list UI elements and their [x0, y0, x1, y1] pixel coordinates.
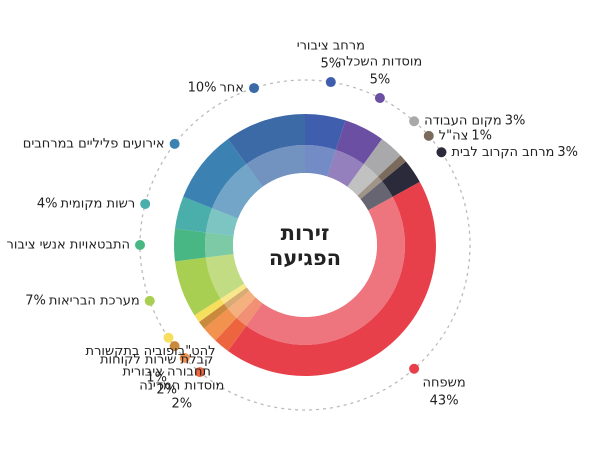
value-label: 5%	[320, 57, 341, 72]
category-label: התבטאויות אנשי ציבור	[7, 238, 131, 253]
segment-inner	[357, 176, 383, 200]
segment-inner	[236, 297, 263, 326]
label-dot	[249, 83, 260, 94]
value-label: 2%	[156, 382, 177, 397]
segment-inner	[327, 149, 364, 187]
segment	[175, 257, 221, 316]
segment-inner	[305, 145, 336, 177]
label-dot	[194, 367, 205, 378]
category-label: מרחב הקרוב לבית	[451, 145, 554, 160]
label-dot	[135, 240, 145, 250]
label-dot	[163, 332, 174, 343]
segment-inner	[227, 290, 256, 318]
segment	[175, 196, 213, 233]
label-dot	[169, 138, 180, 149]
segment-inner	[204, 232, 234, 258]
label-dot	[179, 352, 190, 363]
segment	[305, 114, 346, 150]
category-label: רשות מקומית	[61, 196, 136, 211]
segment-inner	[212, 164, 263, 219]
segment-inner	[246, 196, 405, 345]
category-label: להט"בופוביה בתקשורת	[86, 344, 216, 359]
category-label: אחר	[219, 81, 244, 96]
value-label: 1%	[146, 371, 167, 386]
category-label: תחבורה ציבורית	[122, 364, 211, 379]
label-dot	[436, 147, 447, 158]
segment	[215, 317, 247, 351]
segment	[199, 303, 228, 329]
label-dot	[409, 363, 420, 374]
category-label: משפחה	[423, 375, 466, 390]
segment	[173, 228, 206, 262]
value-label: 10%	[188, 81, 217, 96]
segment	[228, 114, 305, 165]
value-label: 3%	[505, 114, 526, 129]
donut	[173, 114, 436, 376]
label-dot	[169, 341, 180, 352]
category-label: קבלת שירות לקוחות	[100, 353, 213, 368]
value-label: 3%	[557, 145, 578, 160]
label-dot	[423, 130, 434, 141]
category-label: מרחב ציבורי	[297, 39, 365, 54]
label-dot	[374, 92, 385, 103]
value-label: 4%	[37, 196, 58, 211]
segment-inner	[205, 208, 239, 236]
segment-inner	[220, 283, 247, 304]
category-label: מערכת הבריאות	[49, 293, 140, 308]
segment	[363, 139, 401, 177]
value-label: 5%	[370, 72, 391, 87]
value-label: 7%	[25, 293, 46, 308]
segment-inner	[360, 181, 393, 211]
label-dot	[325, 77, 336, 88]
label-dot	[409, 116, 420, 127]
category-label: צה"ל	[439, 128, 469, 143]
segment	[228, 181, 436, 376]
category-label: אירועים פליליים במרחבים	[23, 136, 165, 151]
segment	[194, 298, 225, 322]
segment-inner	[224, 287, 250, 309]
segment-inner	[246, 145, 305, 187]
chart-title: הפגיעה	[269, 246, 341, 270]
segment	[183, 139, 247, 209]
segment	[377, 155, 406, 182]
segment	[335, 120, 382, 165]
segment	[382, 161, 420, 197]
category-label: מוסדות השכלה	[338, 54, 423, 69]
category-label: מוסדות המדינה	[139, 379, 224, 394]
value-label: 1%	[471, 128, 492, 143]
value-label: 2%	[172, 397, 193, 412]
chart-title: זירות	[281, 221, 330, 245]
category-label: מקום העבודה	[424, 114, 502, 129]
value-label: 43%	[430, 393, 459, 408]
segment-inner	[347, 164, 378, 196]
label-dot	[140, 198, 151, 209]
label-dot	[144, 295, 155, 306]
donut-hole	[233, 173, 377, 317]
segment	[204, 308, 237, 341]
segment-inner	[205, 254, 245, 299]
